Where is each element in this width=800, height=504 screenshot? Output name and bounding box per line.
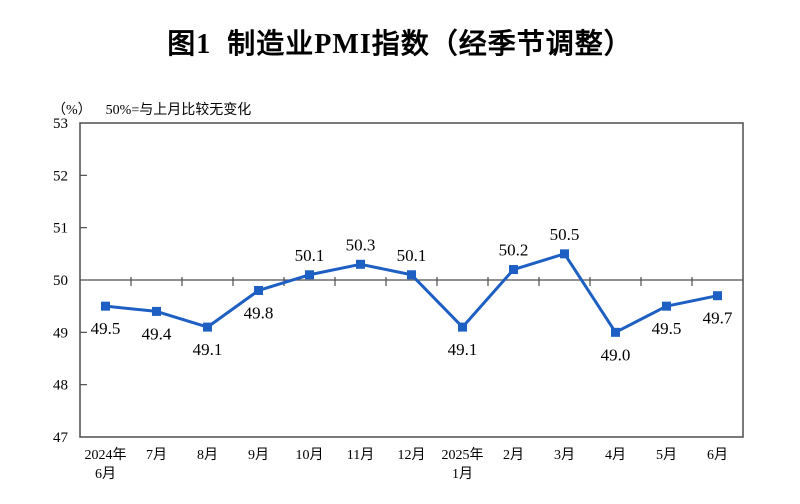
y-tick-label: 51 xyxy=(53,221,68,237)
reference-note: 50%=与上月比较无变化 xyxy=(105,103,252,118)
data-point-marker xyxy=(611,327,620,337)
data-point-marker xyxy=(101,301,110,311)
x-tick-label: 1月 xyxy=(452,466,473,482)
data-point-label: 50.5 xyxy=(550,225,580,244)
data-point-label: 50.1 xyxy=(397,246,427,265)
x-tick-label: 10月 xyxy=(296,447,324,463)
data-point-label: 49.7 xyxy=(703,309,733,328)
x-tick-label: 6月 xyxy=(707,447,728,463)
chart-subtitle: （%） 50%=与上月比较无变化 xyxy=(38,83,251,135)
data-point-label: 49.4 xyxy=(142,324,172,343)
data-point-label: 50.3 xyxy=(346,235,376,254)
y-tick-label: 48 xyxy=(53,378,68,394)
x-tick-label: 11月 xyxy=(347,447,374,463)
data-point-marker xyxy=(458,322,467,332)
data-point-label: 49.1 xyxy=(448,340,478,359)
y-tick-label: 53 xyxy=(53,116,68,132)
data-point-label: 49.8 xyxy=(244,303,274,322)
data-point-marker xyxy=(662,301,671,311)
x-tick-label: 2025年 xyxy=(442,447,484,463)
x-tick-label: 3月 xyxy=(554,447,575,463)
y-tick-label: 52 xyxy=(53,168,68,184)
data-point-marker xyxy=(407,270,416,280)
x-tick-label: 8月 xyxy=(197,447,218,463)
data-point-marker xyxy=(152,306,161,316)
x-tick-label: 4月 xyxy=(605,447,626,463)
y-tick-label: 49 xyxy=(53,325,68,341)
data-point-label: 50.1 xyxy=(295,246,325,265)
data-point-label: 49.5 xyxy=(652,319,682,338)
data-point-label: 50.2 xyxy=(499,241,529,260)
x-tick-label: 9月 xyxy=(248,447,269,463)
data-point-marker xyxy=(305,270,314,280)
data-point-label: 49.1 xyxy=(193,340,223,359)
pmi-line-series xyxy=(104,252,719,334)
data-point-marker xyxy=(713,291,722,301)
data-point-marker xyxy=(356,259,365,269)
x-tick-label: 6月 xyxy=(95,466,116,482)
x-tick-label: 5月 xyxy=(656,447,677,463)
x-tick-label: 7月 xyxy=(146,447,167,463)
x-tick-label: 2024年 xyxy=(85,447,127,463)
data-point-label: 49.5 xyxy=(91,319,121,338)
y-axis-unit-label: （%） xyxy=(52,103,92,118)
y-tick-label: 50 xyxy=(53,273,68,289)
data-point-marker xyxy=(560,249,569,259)
chart-title: 图1 制造业PMI指数（经季节调整） xyxy=(167,29,633,60)
x-tick-label: 2月 xyxy=(503,447,524,463)
x-tick-label: 12月 xyxy=(398,447,426,463)
data-point-label: 49.0 xyxy=(601,345,631,364)
data-point-marker xyxy=(203,322,212,332)
y-tick-label: 47 xyxy=(53,430,69,446)
data-point-marker xyxy=(254,285,263,295)
data-point-marker xyxy=(509,265,518,275)
